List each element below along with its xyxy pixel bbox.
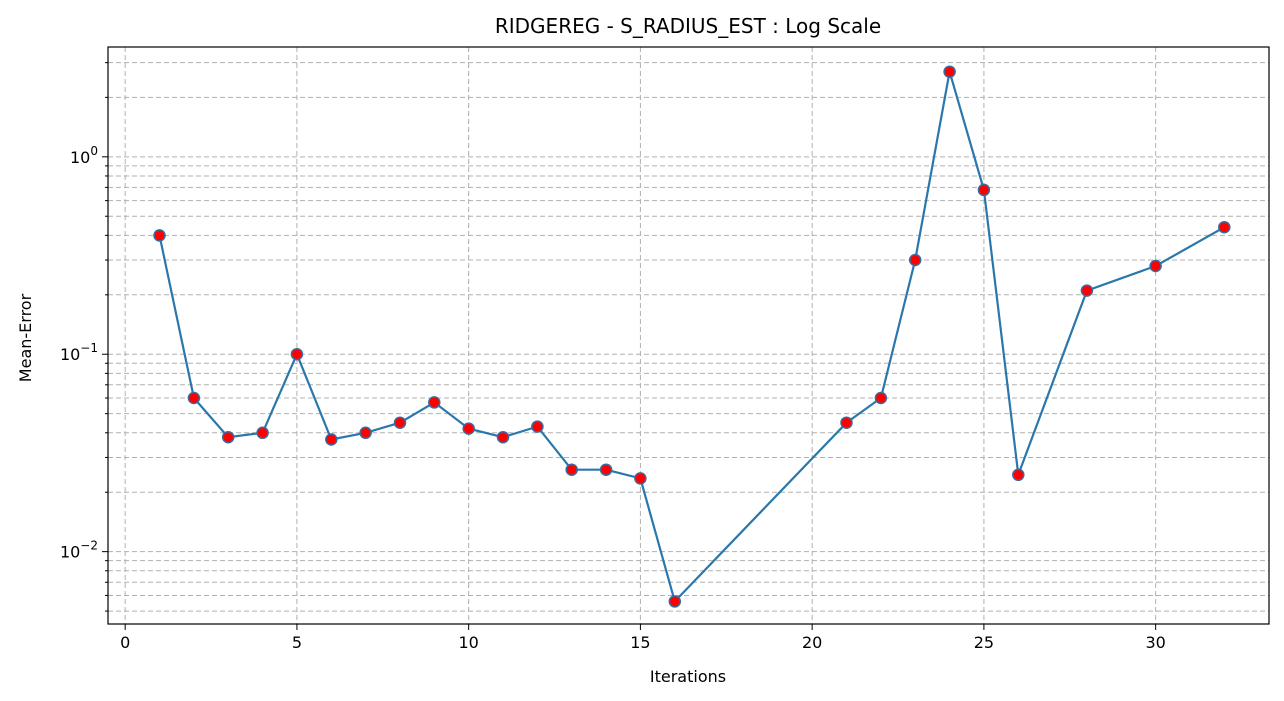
data-point [462, 422, 475, 435]
y-tick-label: 10−2 [60, 539, 98, 562]
plot-frame [107, 46, 1270, 625]
data-point [531, 420, 544, 433]
y-axis-label: Mean-Error [16, 293, 35, 382]
x-tick-label: 0 [120, 633, 130, 652]
y-tick-label: 10−1 [60, 341, 98, 364]
data-point [668, 595, 682, 608]
x-tick-label: 10 [458, 633, 478, 652]
data-point [840, 416, 853, 429]
data-point [1012, 468, 1025, 482]
data-point [565, 463, 578, 476]
tick-layer: 0 5 10 15 20 25 30 10−2 10−1 100 [60, 62, 1166, 652]
x-tick-label: 5 [292, 633, 302, 652]
data-point [1080, 284, 1094, 297]
data-point [187, 391, 201, 405]
x-axis-label: Iterations [650, 667, 726, 686]
data-point [908, 253, 922, 267]
data-point [874, 391, 888, 405]
data-point [943, 65, 956, 78]
data-point [1218, 220, 1231, 234]
data-point [496, 430, 510, 444]
x-tick-label: 20 [802, 633, 822, 652]
x-tick-label: 30 [1145, 633, 1165, 652]
data-point [290, 347, 304, 361]
data-point [599, 463, 613, 476]
x-tick-label: 15 [630, 633, 650, 652]
x-tick-label: 25 [974, 633, 994, 652]
series-layer [153, 65, 1231, 608]
data-point [359, 426, 372, 440]
data-point [634, 472, 647, 485]
data-point [977, 183, 991, 197]
data-point [393, 416, 407, 429]
data-point [221, 430, 235, 444]
data-point [153, 229, 166, 242]
data-point [428, 396, 441, 409]
data-point [325, 433, 338, 446]
y-tick-label: 100 [70, 144, 98, 167]
data-point [256, 426, 269, 440]
chart-title: RIDGEREG - S_RADIUS_EST : Log Scale [495, 14, 881, 38]
data-point [1149, 259, 1162, 273]
series-line [158, 71, 1225, 604]
grid-layer [108, 47, 1269, 624]
